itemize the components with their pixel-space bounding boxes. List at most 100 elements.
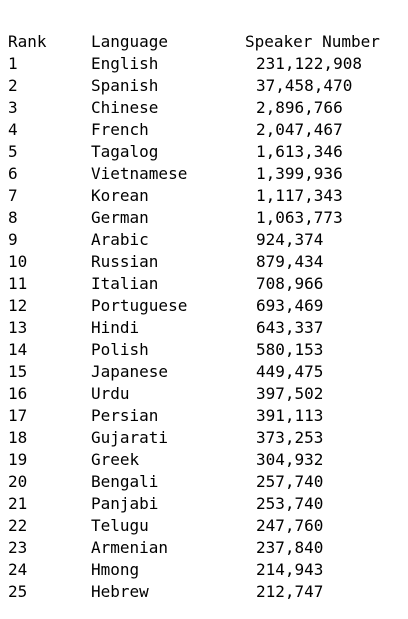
rank-cell: 9	[8, 230, 18, 249]
table-row: 22 Telugu 247,760	[0, 515, 408, 537]
language-cell: Hindi	[91, 318, 140, 337]
language-cell: Polish	[91, 340, 149, 359]
table-row: 17 Persian 391,113	[0, 405, 408, 427]
table-row: 4 French 2,047,467	[0, 119, 408, 141]
rank-cell: 22	[8, 516, 28, 535]
language-cell: Panjabi	[91, 494, 159, 513]
speaker-number-cell: 257,740	[256, 472, 324, 491]
language-cell: Korean	[91, 186, 149, 205]
rank-cell: 16	[8, 384, 28, 403]
speaker-number-cell: 231,122,908	[256, 54, 362, 73]
language-cell: Italian	[91, 274, 159, 293]
speaker-number-cell: 247,760	[256, 516, 324, 535]
rank-cell: 7	[8, 186, 18, 205]
language-cell: Armenian	[91, 538, 169, 557]
speaker-number-cell: 2,896,766	[256, 98, 343, 117]
language-cell: Japanese	[91, 362, 169, 381]
table-row: 2 Spanish 37,458,470	[0, 75, 408, 97]
speaker-number-cell: 580,153	[256, 340, 324, 359]
speaker-number-cell: 1,063,773	[256, 208, 343, 227]
table-row: 6 Vietnamese 1,399,936	[0, 163, 408, 185]
speaker-number-cell: 693,469	[256, 296, 324, 315]
table-header: Rank Language Speaker Number	[0, 31, 408, 53]
speaker-number-cell: 373,253	[256, 428, 324, 447]
speaker-number-cell: 643,337	[256, 318, 324, 337]
rank-cell: 21	[8, 494, 28, 513]
table-row: 19 Greek 304,932	[0, 449, 408, 471]
language-cell: Portuguese	[91, 296, 188, 315]
speaker-number-cell: 2,047,467	[256, 120, 343, 139]
rank-cell: 20	[8, 472, 28, 491]
rank-cell: 18	[8, 428, 28, 447]
table-row: 13 Hindi 643,337	[0, 317, 408, 339]
rank-column-header: Rank	[8, 32, 47, 51]
language-cell: Vietnamese	[91, 164, 188, 183]
table-row: 23 Armenian 237,840	[0, 537, 408, 559]
language-cell: Chinese	[91, 98, 159, 117]
rank-cell: 12	[8, 296, 28, 315]
table-row: 18 Gujarati 373,253	[0, 427, 408, 449]
rank-cell: 5	[8, 142, 18, 161]
speaker-number-cell: 214,943	[256, 560, 324, 579]
rank-cell: 25	[8, 582, 28, 601]
table-row: 14 Polish 580,153	[0, 339, 408, 361]
language-cell: Persian	[91, 406, 159, 425]
rank-cell: 24	[8, 560, 28, 579]
language-cell: Gujarati	[91, 428, 169, 447]
rank-cell: 6	[8, 164, 18, 183]
speaker-number-cell: 391,113	[256, 406, 324, 425]
table-row: 3 Chinese 2,896,766	[0, 97, 408, 119]
speaker-number-cell: 253,740	[256, 494, 324, 513]
language-cell: English	[91, 54, 159, 73]
rank-cell: 14	[8, 340, 28, 359]
language-cell: Urdu	[91, 384, 130, 403]
rank-cell: 1	[8, 54, 18, 73]
rank-cell: 8	[8, 208, 18, 227]
speaker-number-cell: 37,458,470	[256, 76, 353, 95]
language-cell: Hmong	[91, 560, 140, 579]
rank-cell: 4	[8, 120, 18, 139]
table-row: 21 Panjabi 253,740	[0, 493, 408, 515]
rank-cell: 2	[8, 76, 18, 95]
table-row: 25 Hebrew 212,747	[0, 581, 408, 603]
table-row: 12 Portuguese 693,469	[0, 295, 408, 317]
rank-cell: 11	[8, 274, 28, 293]
language-cell: Spanish	[91, 76, 159, 95]
table-row: 15 Japanese 449,475	[0, 361, 408, 383]
table-row: 1 English 231,122,908	[0, 53, 408, 75]
speaker-number-cell: 397,502	[256, 384, 324, 403]
rank-cell: 23	[8, 538, 28, 557]
language-cell: Greek	[91, 450, 140, 469]
speaker-number-cell: 1,117,343	[256, 186, 343, 205]
table-row: 16 Urdu 397,502	[0, 383, 408, 405]
speaker-number-cell: 237,840	[256, 538, 324, 557]
rank-cell: 19	[8, 450, 28, 469]
rank-cell: 17	[8, 406, 28, 425]
language-cell: Bengali	[91, 472, 159, 491]
language-cell: Hebrew	[91, 582, 149, 601]
language-cell: Russian	[91, 252, 159, 271]
table-row: 24 Hmong 214,943	[0, 559, 408, 581]
speaker-number-cell: 708,966	[256, 274, 324, 293]
rank-cell: 10	[8, 252, 28, 271]
table-row: 11 Italian 708,966	[0, 273, 408, 295]
table-row: 9 Arabic 924,374	[0, 229, 408, 251]
table-row: 8 German 1,063,773	[0, 207, 408, 229]
speaker-number-cell: 449,475	[256, 362, 324, 381]
rank-cell: 13	[8, 318, 28, 337]
table-body: 1 English 231,122,908 2 Spanish 37,458,470 3 Ch…	[0, 53, 408, 603]
language-cell: German	[91, 208, 149, 227]
speaker-number-cell: 212,747	[256, 582, 324, 601]
speaker-number-cell: 1,613,346	[256, 142, 343, 161]
language-cell: Telugu	[91, 516, 149, 535]
language-cell: Arabic	[91, 230, 149, 249]
rank-cell: 3	[8, 98, 18, 117]
speaker-number-cell: 924,374	[256, 230, 324, 249]
language-cell: Tagalog	[91, 142, 159, 161]
table-row: 10 Russian 879,434	[0, 251, 408, 273]
table-row: 5 Tagalog 1,613,346	[0, 141, 408, 163]
rank-cell: 15	[8, 362, 28, 381]
table-row: 7 Korean 1,117,343	[0, 185, 408, 207]
table-row: 20 Bengali 257,740	[0, 471, 408, 493]
speaker-number-cell: 1,399,936	[256, 164, 343, 183]
